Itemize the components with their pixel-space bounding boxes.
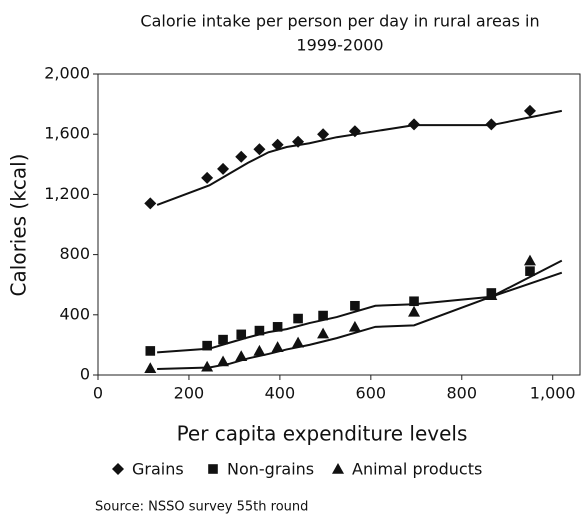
marker bbox=[485, 289, 498, 301]
legend-marker bbox=[332, 463, 344, 474]
marker bbox=[253, 344, 266, 356]
source: Source: NSSO survey 55th round bbox=[95, 500, 308, 515]
y-tick-label: 1,600 bbox=[44, 124, 90, 143]
marker bbox=[144, 362, 157, 374]
marker bbox=[485, 118, 498, 131]
marker bbox=[201, 171, 214, 184]
marker bbox=[254, 325, 265, 336]
marker bbox=[272, 322, 283, 332]
y-tick-label: 2,000 bbox=[44, 64, 90, 83]
legend-label: Animal products bbox=[352, 460, 482, 479]
marker bbox=[523, 104, 536, 117]
x-axis-label: Per capita expenditure levels bbox=[177, 422, 468, 446]
marker bbox=[201, 360, 214, 372]
x-tick-label: 200 bbox=[174, 384, 205, 403]
marker bbox=[317, 327, 330, 339]
chart-title: Calorie intake per person per day in rur… bbox=[140, 12, 539, 31]
marker bbox=[350, 300, 360, 311]
marker bbox=[523, 254, 536, 266]
marker bbox=[293, 313, 303, 324]
legend-marker bbox=[112, 463, 124, 475]
x-tick-label: 800 bbox=[447, 384, 478, 403]
marker bbox=[218, 334, 228, 345]
marker bbox=[253, 143, 266, 156]
x-tick-label: 600 bbox=[356, 384, 387, 403]
x-tick-label: 400 bbox=[265, 384, 296, 403]
trend-line bbox=[157, 271, 563, 354]
marker bbox=[348, 320, 361, 332]
marker bbox=[271, 138, 284, 151]
marker bbox=[317, 128, 330, 141]
y-tick-label: 800 bbox=[59, 244, 90, 263]
legend-label: Grains bbox=[132, 460, 184, 479]
y-tick-label: 400 bbox=[59, 304, 90, 323]
chart-title: 1999-2000 bbox=[296, 36, 383, 55]
plot-frame bbox=[97, 73, 581, 376]
marker bbox=[292, 135, 305, 148]
marker bbox=[318, 310, 328, 321]
marker bbox=[271, 341, 284, 352]
marker bbox=[217, 355, 230, 367]
marker bbox=[525, 266, 535, 276]
marker bbox=[292, 336, 305, 348]
trend-line bbox=[157, 259, 563, 370]
legend-marker bbox=[208, 464, 218, 474]
marker bbox=[408, 118, 421, 131]
marker bbox=[235, 350, 248, 361]
marker bbox=[217, 162, 230, 175]
marker bbox=[235, 150, 248, 163]
marker bbox=[236, 329, 247, 340]
marker bbox=[408, 305, 421, 317]
legend-label: Non-grains bbox=[227, 460, 314, 479]
marker bbox=[409, 296, 419, 307]
x-tick-label: 1,000 bbox=[530, 384, 576, 403]
marker bbox=[348, 125, 361, 138]
marker bbox=[144, 197, 157, 210]
y-tick-label: 0 bbox=[80, 365, 90, 384]
y-axis-label: Calories (kcal) bbox=[7, 154, 31, 297]
y-tick-label: 1,200 bbox=[44, 184, 90, 203]
trend-line bbox=[156, 109, 563, 206]
x-tick-label: 0 bbox=[93, 384, 103, 403]
marker bbox=[145, 346, 156, 356]
marker bbox=[202, 340, 212, 351]
